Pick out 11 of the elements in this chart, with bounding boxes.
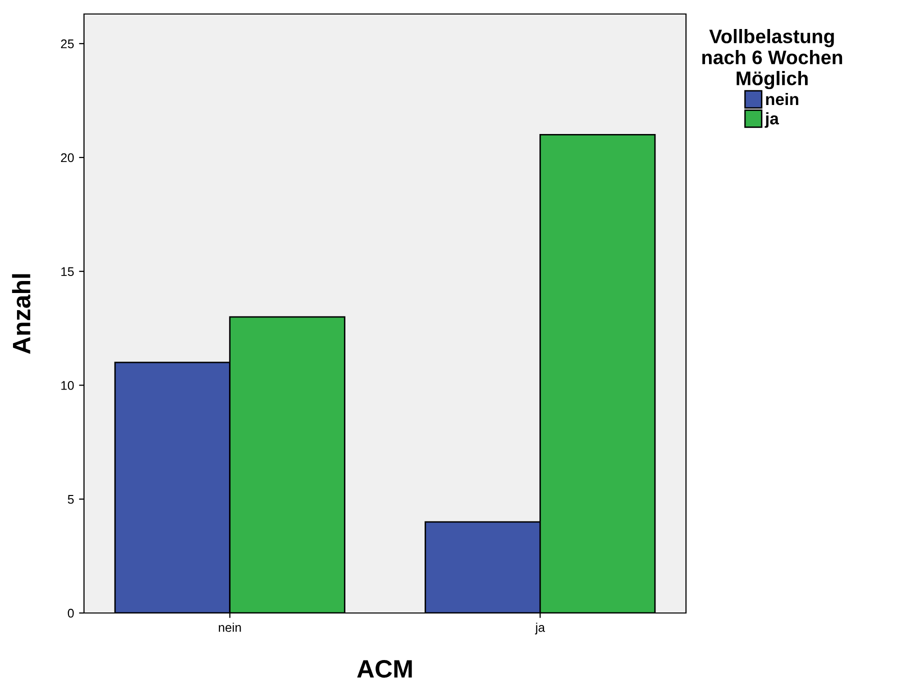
legend-label: nein [766,92,798,106]
y-tick-label: 0 [68,608,74,618]
legend-label: ja [764,112,780,128]
y-tick-label: 5 [68,495,74,504]
y-tick-label: 20 [61,153,74,162]
y-axis-title: Anzahl [12,274,30,354]
y-tick-label: 10 [61,381,74,390]
legend-title: Vollbelastung nach 6 Wochen Möglich [702,29,842,90]
y-tick-label: 15 [61,267,74,276]
y-tick-label: 25 [61,39,74,48]
x-axis-title: ACM [357,660,412,678]
